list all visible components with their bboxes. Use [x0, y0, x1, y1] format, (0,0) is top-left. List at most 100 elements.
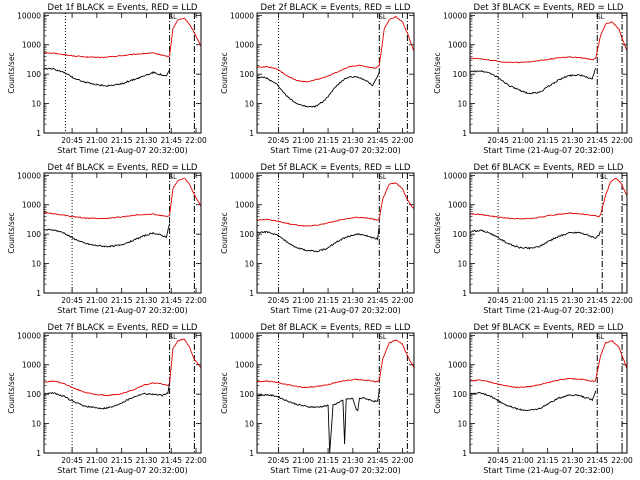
y-tick-label: 10: [244, 420, 254, 429]
y-tick-label: 1: [36, 289, 41, 298]
plot-frame: [43, 332, 202, 454]
y-tick-label: 100: [27, 390, 42, 399]
x-tick-label: 22:00: [392, 456, 414, 465]
y-tick-label: 1: [249, 129, 254, 138]
lld-series-line: [256, 15, 415, 83]
x-tick-label: 20:45: [61, 456, 83, 465]
x-tick-label: 20:45: [487, 296, 509, 305]
panel-title: Det 3f BLACK = Events, RED = LLD: [474, 3, 624, 13]
x-tick-label: 21:15: [317, 296, 339, 305]
x-tick-label: 21:00: [292, 456, 314, 465]
y-tick-label: 100: [240, 230, 255, 239]
x-axis-label: Start Time (21-Aug-07 20:32:00): [483, 466, 614, 475]
x-tick-label: 20:45: [487, 456, 509, 465]
x-axis-label: Start Time (21-Aug-07 20:32:00): [483, 306, 614, 315]
plot-frame: [43, 12, 202, 134]
x-axis-label: Start Time (21-Aug-07 20:32:00): [270, 466, 401, 475]
x-tick-label: 21:15: [317, 456, 339, 465]
events-series-line: [43, 223, 171, 248]
y-tick-label: 10000: [230, 171, 254, 180]
x-tick-label: 21:30: [342, 296, 364, 305]
x-axis-label: Start Time (21-Aug-07 20:32:00): [57, 306, 188, 315]
x-tick-label: 21:00: [512, 296, 534, 305]
marker-label: SL: [597, 13, 605, 21]
y-tick-label: 100: [27, 230, 42, 239]
x-tick-label: 21:15: [537, 296, 559, 305]
x-tick-label: 21:15: [537, 456, 559, 465]
x-tick-label: 21:15: [537, 136, 559, 145]
x-tick-label: 21:15: [111, 136, 133, 145]
x-tick-label: 20:45: [268, 456, 290, 465]
y-tick-label: 10: [244, 260, 254, 269]
y-tick-label: 10000: [230, 11, 254, 20]
lld-series-line: [43, 338, 202, 397]
x-tick-label: 22:00: [185, 456, 207, 465]
plot-frame: [469, 332, 628, 454]
x-tick-label: 21:30: [342, 136, 364, 145]
x-tick-label: 21:15: [111, 296, 133, 305]
x-tick-label: 22:00: [392, 136, 414, 145]
x-tick-label: 20:45: [61, 136, 83, 145]
panel-title: Det 6f BLACK = Events, RED = LLD: [474, 163, 624, 173]
plot-frame: [256, 332, 415, 454]
panel-title: Det 2f BLACK = Events, RED = LLD: [261, 3, 411, 13]
y-tick-label: 100: [453, 390, 468, 399]
y-tick-label: 10: [31, 420, 41, 429]
x-axis-label: Start Time (21-Aug-07 20:32:00): [57, 146, 188, 155]
y-tick-label: 10000: [17, 11, 41, 20]
panel-title: Det 9f BLACK = Events, RED = LLD: [474, 323, 624, 333]
x-tick-label: 20:45: [487, 136, 509, 145]
detector-panel: Det 2f BLACK = Events, RED = LLD 1 10 100 10…: [220, 3, 415, 155]
events-series-line: [256, 225, 380, 253]
detector-panel: Det 5f BLACK = Events, RED = LLD 1 10 100 10…: [220, 163, 415, 315]
y-tick-label: 1000: [448, 361, 467, 370]
plot-frame: [256, 12, 415, 134]
y-tick-label: 100: [453, 230, 468, 239]
x-tick-label: 22:00: [185, 136, 207, 145]
y-tick-label: 10000: [17, 171, 41, 180]
x-tick-label: 20:45: [61, 296, 83, 305]
y-axis-label: Counts/sec: [433, 372, 442, 413]
events-series-line: [469, 229, 602, 250]
y-tick-label: 100: [453, 70, 468, 79]
y-tick-label: 10000: [443, 331, 467, 340]
y-axis-label: Counts/sec: [433, 52, 442, 93]
y-axis-label: Counts/sec: [220, 372, 229, 413]
x-tick-label: 21:30: [136, 456, 158, 465]
x-tick-label: 21:30: [562, 136, 584, 145]
lld-series-line: [43, 17, 202, 59]
x-tick-label: 21:00: [86, 296, 108, 305]
x-tick-label: 21:45: [160, 296, 182, 305]
y-tick-label: 100: [240, 390, 255, 399]
x-tick-label: 21:30: [136, 136, 158, 145]
lld-series-line: [469, 21, 628, 64]
panel-title: Det 1f BLACK = Events, RED = LLD: [48, 3, 198, 13]
marker-label: SL: [169, 13, 177, 21]
detector-panel: Det 7f BLACK = Events, RED = LLD 1 10 100 10…: [7, 323, 207, 475]
y-tick-label: 1000: [235, 361, 254, 370]
y-tick-label: 1000: [448, 41, 467, 50]
detector-panel: Det 9f BLACK = Events, RED = LLD 1 10 100 10…: [433, 323, 633, 475]
x-tick-label: 22:00: [611, 136, 633, 145]
events-series-line: [256, 71, 380, 108]
events-series-line: [469, 390, 597, 412]
y-tick-label: 10000: [230, 331, 254, 340]
panel-title: Det 4f BLACK = Events, RED = LLD: [48, 163, 198, 173]
marker-label: SL: [600, 173, 608, 181]
marker-label: SL: [597, 333, 605, 341]
lld-series-line: [43, 177, 202, 220]
x-tick-label: 21:00: [86, 456, 108, 465]
x-tick-label: 21:30: [562, 456, 584, 465]
y-tick-label: 1000: [22, 41, 41, 50]
y-tick-label: 1000: [448, 201, 467, 210]
x-tick-label: 22:00: [611, 456, 633, 465]
detector-panel: Det 4f BLACK = Events, RED = LLD 1 10 100 10…: [7, 163, 207, 315]
y-tick-label: 1: [462, 129, 467, 138]
x-tick-label: 20:45: [268, 136, 290, 145]
marker-label: SL: [379, 333, 387, 341]
x-tick-label: 21:45: [367, 136, 389, 145]
y-axis-label: Counts/sec: [7, 52, 16, 93]
x-tick-label: 21:00: [292, 136, 314, 145]
x-tick-label: 21:45: [586, 136, 608, 145]
